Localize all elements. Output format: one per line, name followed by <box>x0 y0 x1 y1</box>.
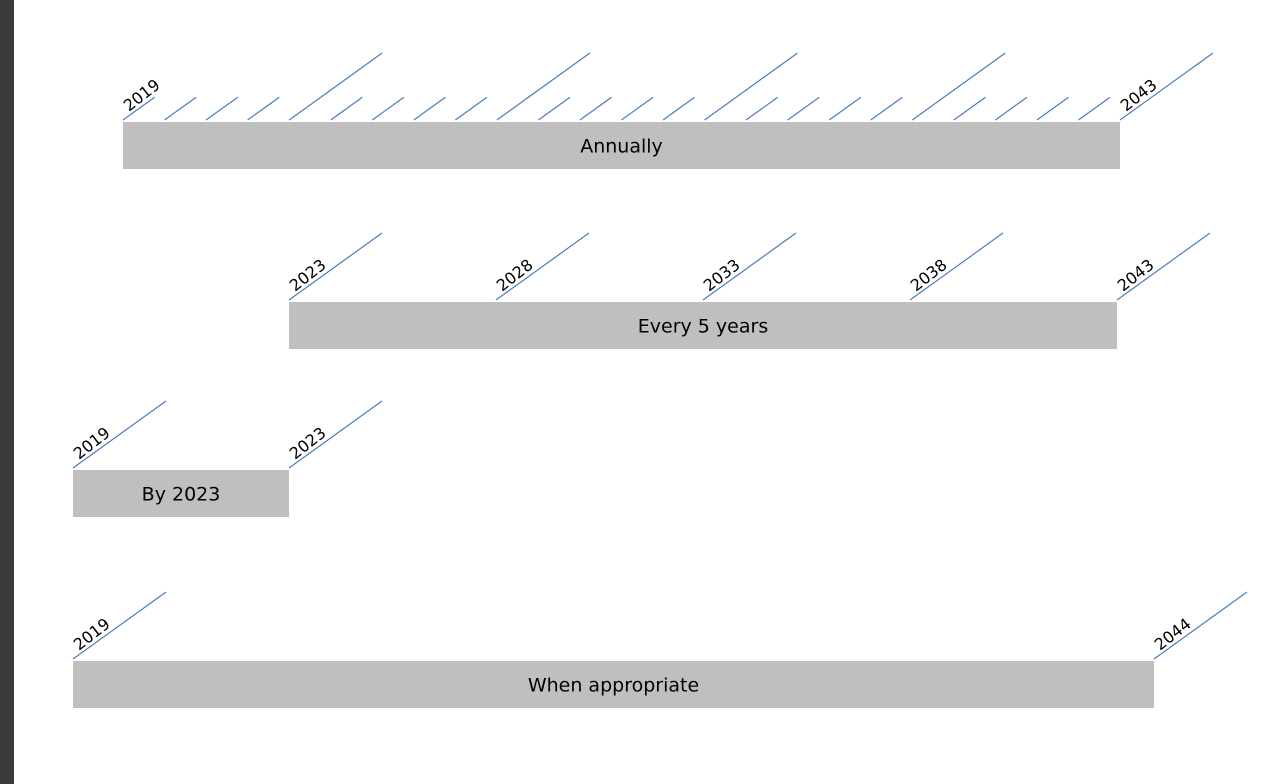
year-tick-2033 <box>704 52 798 121</box>
year-label-2038: 2038 <box>907 255 951 295</box>
year-tick-2036 <box>828 96 862 121</box>
year-label-2044: 2044 <box>1151 614 1195 654</box>
year-label-2019: 2019 <box>120 75 164 115</box>
year-tick-2028 <box>496 52 591 121</box>
timeline-label-when-appropriate: When appropriate <box>528 675 699 697</box>
year-label-2043: 2043 <box>1117 75 1161 115</box>
timeline-every-5-years: 2023 2028 2033 2038 2043 Every 5 years <box>286 232 1211 349</box>
timeline-label-annually: Annually <box>580 136 663 158</box>
year-tick-2031 <box>621 96 654 121</box>
year-tick-2025 <box>371 96 405 121</box>
year-tick-2023 <box>288 400 383 469</box>
year-tick-2043 <box>1119 52 1214 121</box>
timeline-label-by-2023: By 2023 <box>142 484 221 506</box>
year-tick-2030 <box>579 96 612 121</box>
year-tick-2041 <box>1036 96 1069 121</box>
timeline-bar <box>73 470 289 517</box>
timeline-bar <box>289 302 1117 349</box>
year-tick-2024 <box>330 96 363 121</box>
year-tick-2026 <box>413 96 446 121</box>
year-tick-2038 <box>909 232 1004 301</box>
year-tick-2027 <box>454 96 488 121</box>
timeline-label-every-5-years: Every 5 years <box>638 316 768 338</box>
timeline-annually: 2019 2043 Annually <box>120 52 1214 169</box>
year-label-2043: 2043 <box>1114 255 1158 295</box>
year-tick-2022 <box>247 96 280 121</box>
year-tick-2044 <box>1153 591 1248 660</box>
year-label-2019: 2019 <box>70 614 114 654</box>
timeline-by-2023: 2019 2023 By 2023 <box>70 400 383 517</box>
year-tick-2040 <box>995 96 1028 121</box>
year-tick-2020 <box>164 96 197 121</box>
year-tick-2023 <box>288 232 383 301</box>
timeline-bar <box>123 122 1120 169</box>
year-label-2028: 2028 <box>493 255 537 295</box>
year-tick-2034 <box>745 96 779 121</box>
timeline-bar <box>73 661 1154 708</box>
year-tick-2019 <box>122 96 155 121</box>
year-tick-2042 <box>1078 96 1111 121</box>
year-tick-2021 <box>205 96 239 121</box>
year-tick-2039 <box>953 96 986 121</box>
year-tick-2029 <box>538 96 571 121</box>
diagram-canvas: 2019 2043 Annually 2023 2028 2033 2038 2043 Eve… <box>14 0 1273 784</box>
year-label-2019: 2019 <box>70 423 114 463</box>
year-tick-2035 <box>787 96 820 121</box>
year-tick-2037 <box>870 96 903 121</box>
year-tick-2019 <box>72 591 167 660</box>
year-tick-2019 <box>72 400 167 469</box>
timeline-when-appropriate: 2019 2044 When appropriate <box>70 591 1248 708</box>
year-tick-2033 <box>702 232 797 301</box>
year-tick-2043 <box>1116 232 1211 301</box>
year-tick-2038 <box>911 52 1006 121</box>
year-tick-2028 <box>495 232 590 301</box>
timeline-diagram: 2019 2043 Annually 2023 2028 2033 2038 2043 Eve… <box>70 52 1248 708</box>
year-tick-2023 <box>288 52 383 121</box>
year-tick-2032 <box>662 96 696 121</box>
year-label-2023: 2023 <box>286 423 330 463</box>
year-label-2033: 2033 <box>700 255 744 295</box>
year-label-2023: 2023 <box>286 255 330 295</box>
